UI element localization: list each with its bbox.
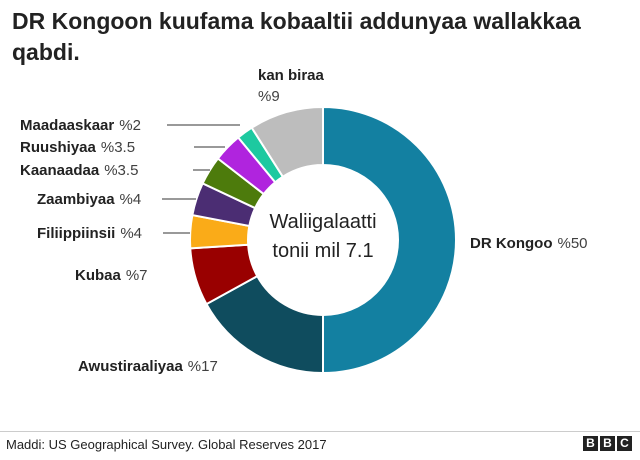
slice-value: %3.5	[104, 162, 138, 179]
logo-letter: B	[600, 436, 615, 451]
center-label-line-2: tonii mil 7.1	[272, 240, 373, 262]
slice-value: %17	[188, 358, 218, 375]
source-note: Maddi: US Geographical Survey. Global Re…	[6, 437, 327, 452]
chart-title: DR Kongoon kuufama kobaaltii addunyaa wa…	[12, 8, 581, 65]
slice-name: Filiippiinsii	[37, 225, 115, 242]
slice-value: %2	[119, 117, 141, 134]
slice-label-kaanaadaa: Kaanaadaa %3.5	[20, 162, 138, 179]
slice-name: Kaanaadaa	[20, 162, 100, 179]
slice-value: %9	[258, 88, 280, 105]
donut-chart: DR Kongoo %50 Awustiraaliyaa %17 Kubaa %7 Fili…	[20, 67, 588, 375]
slice-name: Kubaa	[75, 267, 122, 284]
slice-value: %4	[120, 225, 142, 242]
slice-label-zaambiyaa: Zaambiyaa %4	[37, 191, 141, 208]
slice-name: Zaambiyaa	[37, 191, 115, 208]
center-label-line-1: Waliigalaatti	[269, 211, 376, 233]
leader-lines	[162, 124, 240, 234]
slice-value: %7	[126, 267, 148, 284]
logo-letter: C	[617, 436, 632, 451]
donut-slices	[189, 105, 457, 375]
slice-name: DR Kongoo	[470, 235, 552, 252]
slice-label-maadaaskaar: Maadaaskaar %2	[20, 117, 141, 134]
slice-value: %3.5	[101, 139, 135, 156]
slice-label-ruushiyaa: Ruushiyaa %3.5	[20, 139, 135, 156]
slice-dr-kongoo	[322, 105, 457, 375]
slice-labels: DR Kongoo %50 Awustiraaliyaa %17 Kubaa %7 Fili…	[20, 67, 588, 375]
slice-value: %4	[120, 191, 142, 208]
slice-kan-biraa	[250, 105, 324, 179]
slice-name: Awustiraaliyaa	[78, 358, 183, 375]
slice-name: Maadaaskaar	[20, 117, 114, 134]
slice-value: %50	[557, 235, 587, 252]
slice-name: kan biraa	[258, 67, 325, 84]
slice-label-kubaa: Kubaa %7	[75, 267, 148, 284]
slice-label-kan-biraa: kan biraa %9	[258, 67, 325, 105]
slice-label-dr-kongoo: DR Kongoo %50	[470, 235, 588, 252]
footer-divider	[0, 431, 640, 432]
slice-label-awustiraaliyaa: Awustiraaliyaa %17	[78, 358, 218, 375]
slice-name: Ruushiyaa	[20, 139, 97, 156]
logo-letter: B	[583, 436, 598, 451]
bbc-logo: B B C	[583, 436, 632, 451]
slice-label-filiippiinsii: Filiippiinsii %4	[37, 225, 142, 242]
